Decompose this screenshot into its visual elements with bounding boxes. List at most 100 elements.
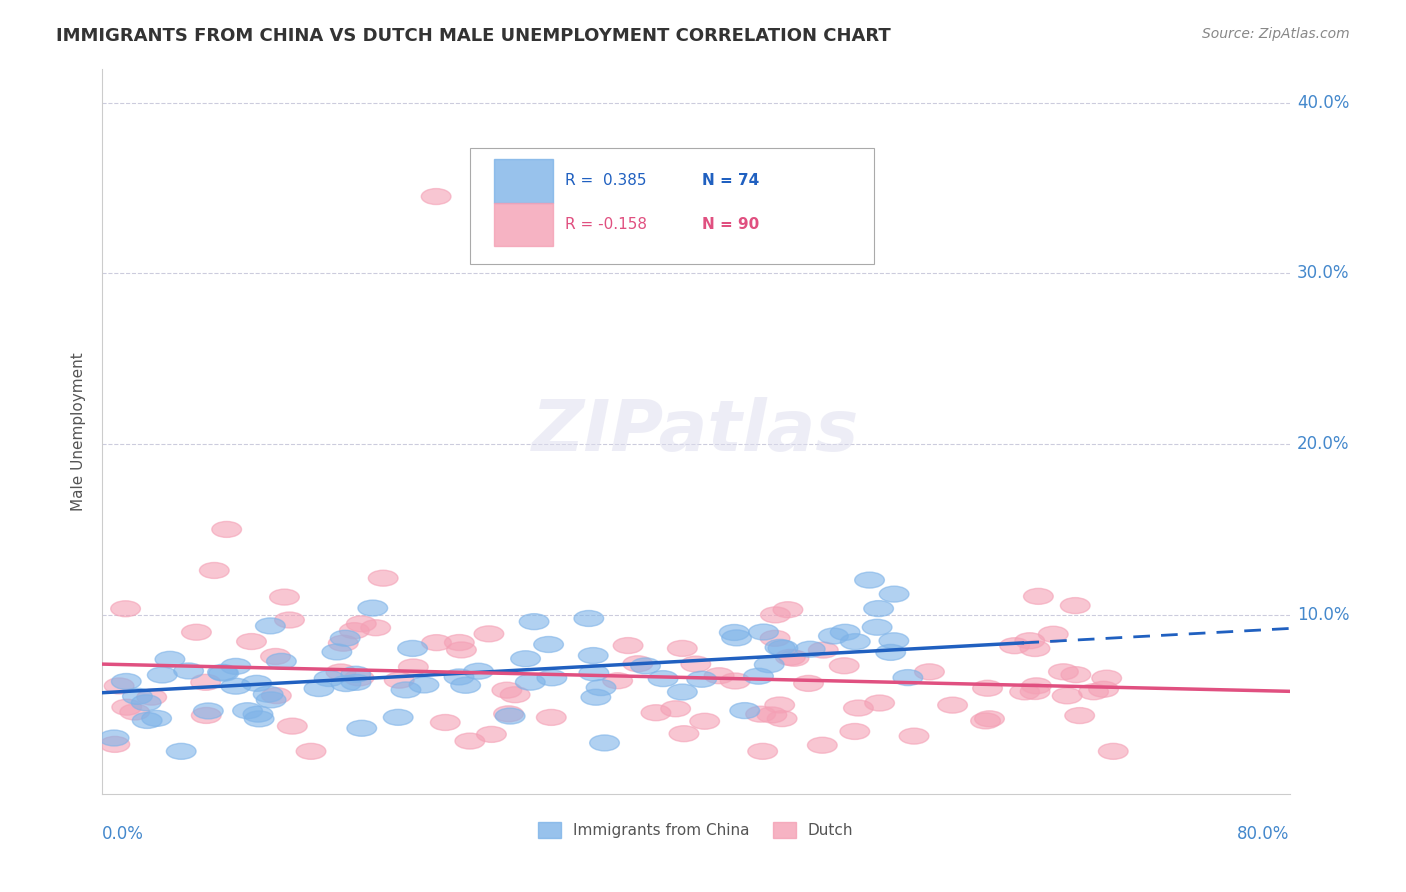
- Ellipse shape: [456, 733, 485, 749]
- Ellipse shape: [112, 699, 142, 715]
- Ellipse shape: [793, 675, 824, 691]
- Text: N = 74: N = 74: [702, 173, 759, 188]
- Ellipse shape: [865, 695, 894, 711]
- Ellipse shape: [818, 628, 848, 644]
- Legend: Immigrants from China, Dutch: Immigrants from China, Dutch: [531, 816, 859, 845]
- Ellipse shape: [315, 671, 344, 687]
- Ellipse shape: [200, 563, 229, 578]
- Ellipse shape: [391, 681, 420, 698]
- Ellipse shape: [748, 624, 779, 640]
- Ellipse shape: [744, 668, 773, 684]
- Ellipse shape: [1078, 684, 1108, 699]
- Ellipse shape: [768, 711, 797, 727]
- Ellipse shape: [855, 572, 884, 588]
- Ellipse shape: [236, 633, 266, 649]
- Ellipse shape: [808, 642, 838, 658]
- Text: IMMIGRANTS FROM CHINA VS DUTCH MALE UNEMPLOYMENT CORRELATION CHART: IMMIGRANTS FROM CHINA VS DUTCH MALE UNEM…: [56, 27, 891, 45]
- Ellipse shape: [631, 658, 661, 673]
- Ellipse shape: [297, 743, 326, 759]
- Text: 0.0%: 0.0%: [103, 825, 143, 843]
- Ellipse shape: [876, 644, 905, 660]
- Ellipse shape: [668, 684, 697, 700]
- Ellipse shape: [340, 666, 371, 682]
- Ellipse shape: [221, 678, 250, 694]
- Ellipse shape: [256, 692, 285, 708]
- Ellipse shape: [574, 610, 603, 626]
- Ellipse shape: [495, 708, 524, 724]
- Ellipse shape: [1022, 678, 1052, 694]
- Ellipse shape: [668, 640, 697, 657]
- Text: Source: ZipAtlas.com: Source: ZipAtlas.com: [1202, 27, 1350, 41]
- Ellipse shape: [765, 697, 794, 713]
- Ellipse shape: [1064, 707, 1094, 723]
- Ellipse shape: [304, 681, 333, 697]
- Ellipse shape: [260, 648, 291, 665]
- Ellipse shape: [537, 709, 567, 725]
- Ellipse shape: [242, 675, 271, 691]
- Text: R = -0.158: R = -0.158: [565, 217, 647, 232]
- Ellipse shape: [776, 649, 806, 665]
- Ellipse shape: [879, 632, 908, 648]
- Ellipse shape: [243, 706, 273, 723]
- Ellipse shape: [839, 723, 870, 739]
- Ellipse shape: [194, 703, 224, 719]
- Ellipse shape: [256, 618, 285, 634]
- Ellipse shape: [111, 673, 141, 690]
- Ellipse shape: [516, 674, 546, 690]
- Ellipse shape: [245, 711, 274, 727]
- Text: 80.0%: 80.0%: [1237, 825, 1289, 843]
- Ellipse shape: [212, 522, 242, 537]
- Ellipse shape: [841, 633, 870, 649]
- Ellipse shape: [474, 626, 503, 642]
- Ellipse shape: [277, 718, 307, 734]
- Ellipse shape: [761, 607, 790, 623]
- Ellipse shape: [579, 665, 609, 681]
- Ellipse shape: [974, 711, 1004, 727]
- Ellipse shape: [534, 637, 564, 652]
- Ellipse shape: [166, 743, 195, 759]
- Ellipse shape: [339, 623, 370, 639]
- Ellipse shape: [1062, 666, 1091, 682]
- Ellipse shape: [1088, 681, 1118, 698]
- Ellipse shape: [510, 651, 540, 666]
- Ellipse shape: [756, 707, 787, 723]
- Ellipse shape: [768, 640, 797, 657]
- Ellipse shape: [807, 738, 837, 753]
- Ellipse shape: [494, 706, 523, 722]
- Ellipse shape: [451, 677, 481, 693]
- Ellipse shape: [422, 188, 451, 204]
- Ellipse shape: [704, 668, 734, 683]
- Ellipse shape: [1052, 688, 1083, 704]
- Ellipse shape: [329, 635, 359, 651]
- Ellipse shape: [155, 651, 184, 667]
- Ellipse shape: [586, 680, 616, 696]
- Text: 30.0%: 30.0%: [1296, 264, 1350, 283]
- Ellipse shape: [120, 704, 149, 720]
- Ellipse shape: [578, 648, 607, 664]
- Ellipse shape: [444, 634, 474, 650]
- Ellipse shape: [623, 656, 652, 672]
- Ellipse shape: [274, 612, 304, 628]
- Ellipse shape: [181, 624, 211, 640]
- Text: ZIPatlas: ZIPatlas: [533, 397, 859, 466]
- Ellipse shape: [1015, 632, 1045, 648]
- Ellipse shape: [688, 672, 717, 687]
- Ellipse shape: [191, 674, 221, 690]
- Ellipse shape: [773, 602, 803, 617]
- Ellipse shape: [973, 681, 1002, 697]
- Ellipse shape: [862, 619, 891, 635]
- Ellipse shape: [915, 664, 945, 680]
- Text: 40.0%: 40.0%: [1296, 94, 1350, 112]
- Ellipse shape: [669, 726, 699, 741]
- Ellipse shape: [1024, 589, 1053, 605]
- Ellipse shape: [879, 586, 910, 602]
- Ellipse shape: [347, 720, 377, 736]
- Ellipse shape: [765, 640, 794, 656]
- Ellipse shape: [661, 701, 690, 717]
- Ellipse shape: [330, 675, 361, 691]
- Ellipse shape: [267, 653, 297, 669]
- Ellipse shape: [233, 703, 263, 719]
- Ellipse shape: [831, 624, 860, 640]
- Ellipse shape: [761, 631, 790, 647]
- Ellipse shape: [132, 713, 162, 729]
